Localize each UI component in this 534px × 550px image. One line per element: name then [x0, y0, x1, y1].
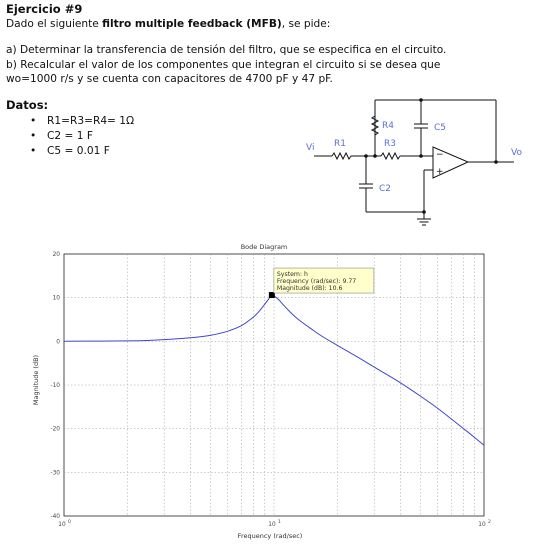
y-tick-label: 10	[53, 296, 61, 302]
label-c2: C2	[379, 184, 391, 194]
x-tick-exponent: 2	[488, 519, 491, 525]
label-r1: R1	[334, 139, 346, 149]
intro-prefix: Dado el siguiente	[6, 17, 103, 30]
datos-item-text: C5 = 0.01 F	[47, 145, 110, 157]
chart-title: Bode Diagram	[241, 243, 288, 251]
bullet-icon: •	[30, 115, 37, 127]
x-tick-exponent: 1	[278, 519, 281, 525]
junction-dot	[494, 160, 498, 164]
label-r4: R4	[382, 121, 394, 131]
y-tick-label: -10	[51, 383, 61, 389]
x-tick-exponent: 0	[68, 519, 71, 525]
datatip-marker[interactable]	[268, 292, 275, 299]
label-vo: Vo	[511, 148, 522, 158]
datatip-line1: System: h	[277, 271, 308, 278]
label-r3: R3	[384, 139, 396, 149]
bullet-icon: •	[30, 130, 37, 142]
datos-title: Datos:	[6, 97, 49, 112]
label-vi: Vi	[306, 143, 314, 153]
y-tick-labels: 20 10 0 -10 -20 -30 -40	[51, 252, 61, 520]
x-tick-label: 10 0	[58, 519, 71, 528]
label-minus: −	[436, 150, 444, 160]
intro-suffix: , se pide:	[281, 17, 331, 30]
bullet-icon: •	[30, 145, 37, 157]
resistor-r1	[331, 151, 352, 161]
x-tick-base: 10	[478, 522, 486, 528]
magnitude-series-line	[63, 294, 485, 446]
exercise-title: Ejercicio #9	[6, 2, 83, 16]
junction-dot	[364, 154, 368, 158]
datatip-box	[273, 267, 375, 294]
item-b-line1: b) Recalcular el valor de los componente…	[6, 58, 441, 71]
exercise-text: Ejercicio #9 Dado el siguiente filtro mu…	[6, 2, 526, 159]
x-axis-label: Frequency (rad/sec)	[238, 532, 303, 540]
x-tick-base: 10	[58, 522, 66, 528]
item-b-line2: wo=1000 r/s y se cuenta con capacitores …	[6, 73, 333, 85]
grid-horizontal	[64, 297, 484, 473]
datos-list: • R1=R3=R4= 1Ω • C2 = 1 F • C5 = 0.01 F	[6, 114, 526, 159]
x-tick-label: 10 2	[478, 519, 491, 528]
intro-bold: filtro multiple feedback (MFB)	[102, 17, 282, 30]
y-tick-label: 20	[53, 252, 61, 258]
mfb-circuit-diagram: Vi R1 R3 R4 C5 C2 Vo − +	[306, 98, 522, 226]
datos-item: • R1=R3=R4= 1Ω	[6, 114, 526, 129]
junction-dot	[373, 154, 377, 158]
x-tick-labels: 10 0 10 1 10 2	[58, 519, 491, 528]
junction-dot	[419, 154, 423, 158]
junction-dot	[422, 210, 426, 214]
y-tick-label: -30	[51, 470, 61, 476]
resistor-r3	[380, 151, 401, 161]
resistor-r4	[370, 115, 380, 136]
datatip-line2: Frequency (rad/sec): 9.77	[277, 278, 356, 285]
y-tick-label: 0	[56, 339, 60, 345]
datos-item: • C2 = 1 F	[6, 129, 526, 144]
label-c5: C5	[434, 123, 446, 133]
item-a: a) Determinar la transferencia de tensió…	[6, 44, 447, 56]
y-tick-label: -20	[51, 427, 61, 433]
datatip-line3: Magnitude (dB): 10.6	[277, 285, 343, 292]
datatip: System: h Frequency (rad/sec): 9.77 Magn…	[273, 267, 375, 294]
datos-item: • C5 = 0.01 F	[6, 144, 526, 159]
junction-dot	[419, 98, 423, 102]
x-tick-label: 10 1	[268, 519, 281, 528]
y-tick-label: -40	[51, 514, 61, 520]
opamp-icon	[432, 146, 470, 179]
datos-item-text: R1=R3=R4= 1Ω	[47, 115, 135, 127]
exercise-intro: Dado el siguiente filtro multiple feedba…	[6, 17, 526, 32]
y-axis-label: Magnitude (dB)	[32, 355, 40, 405]
x-tick-base: 10	[268, 522, 276, 528]
datos-item-text: C2 = 1 F	[47, 130, 93, 142]
label-plus: +	[436, 167, 444, 177]
